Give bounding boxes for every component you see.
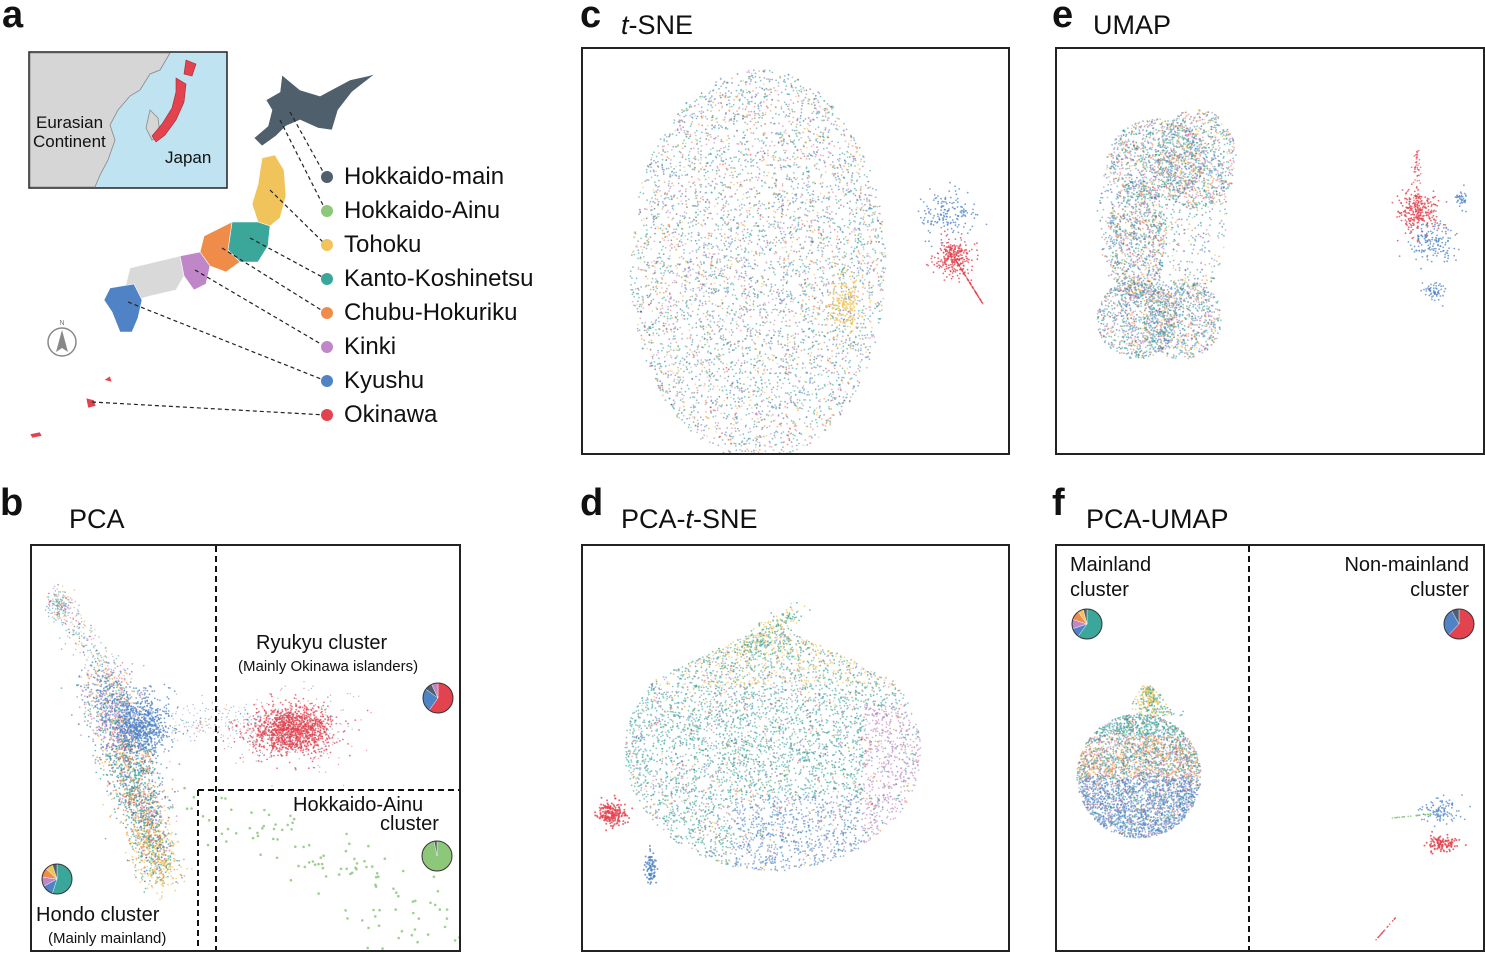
legend-dot-kyushu (321, 375, 333, 387)
legend-label-hokkaido_ainu: Hokkaido-Ainu (344, 197, 500, 225)
legend-label-okinawa: Okinawa (344, 401, 437, 429)
ryukyu-cluster-sublabel: (Mainly Okinawa islanders) (238, 656, 418, 678)
region-toh (251, 154, 287, 227)
pca-umap-panel: Mainland cluster Non-mainland cluster (1055, 544, 1485, 952)
panel-b-title: PCA (69, 504, 125, 534)
japan-map: N (28, 51, 376, 439)
nonmainland-cluster-line1: Non-mainland (1344, 554, 1469, 576)
inset-japan-label: Japan (165, 148, 211, 167)
ryukyu-cluster-label: Ryukyu cluster (256, 632, 387, 654)
inset-continent-line2: Continent (33, 132, 106, 151)
panel-c-title: t-SNE (621, 10, 693, 40)
japan-regions (29, 73, 376, 439)
inset-map (28, 51, 228, 189)
region-oki1 (85, 397, 97, 409)
region-kyu (103, 283, 143, 333)
mainland-cluster-line2: cluster (1070, 579, 1129, 601)
legend-label-hokkaido_main: Hokkaido-main (344, 163, 504, 191)
panel-b-label: b (0, 484, 23, 522)
pca-tsne-panel (581, 544, 1010, 952)
umap-points (1096, 108, 1467, 360)
ainu-pie (421, 840, 453, 872)
ainu-cluster-label-line2: cluster (380, 813, 439, 835)
tsne-points (629, 69, 988, 453)
mainland-pie (1071, 608, 1103, 640)
legend-label-chubu: Chubu-Hokuriku (344, 299, 517, 327)
region-oki3 (29, 431, 43, 439)
compass-label: N (59, 320, 64, 327)
legend-dot-kanto (321, 273, 333, 285)
legend-dot-kinki (321, 341, 333, 353)
legend-dot-tohoku (321, 239, 333, 251)
panel-d-label: d (580, 484, 603, 522)
legend-dot-okinawa (321, 409, 333, 421)
legend-label-kanto: Kanto-Koshinetsu (344, 265, 533, 293)
panel-f-label: f (1052, 484, 1065, 522)
ryukyu-pie (422, 682, 454, 714)
mainland-cluster-line1: Mainland (1070, 554, 1151, 576)
legend-label-tohoku: Tohoku (344, 231, 421, 259)
panel-d-title: PCA-t-SNE (621, 504, 758, 534)
inset-continent-line1: Eurasian (36, 113, 103, 132)
panel-c-label: c (580, 0, 601, 34)
compass-icon (47, 327, 77, 357)
hondo-cluster-sublabel: (Mainly mainland) (48, 928, 166, 950)
pca-umap-points (1076, 685, 1471, 941)
nonmainland-cluster-line2: cluster (1410, 579, 1469, 601)
region-hok (253, 73, 376, 147)
nonmainland-pie (1443, 608, 1475, 640)
ainu-cluster-label-line1: Hokkaido-Ainu (293, 794, 423, 816)
panel-a-label: a (2, 0, 23, 34)
legend-dot-hokkaido_ainu (321, 205, 333, 217)
legend-label-kyushu: Kyushu (344, 367, 424, 395)
legend-label-kinki: Kinki (344, 333, 396, 361)
region-oki2 (103, 375, 113, 383)
pca-tsne-points (594, 601, 922, 885)
panel-e-label: e (1052, 0, 1073, 34)
legend-dot-hokkaido_main (321, 171, 333, 183)
leader-lines (91, 111, 327, 416)
pca-panel: Ryukyu cluster (Mainly Okinawa islanders… (30, 544, 461, 952)
pca-points (44, 583, 459, 950)
panel-f-title: PCA-UMAP (1086, 504, 1229, 534)
tsne-panel (581, 47, 1010, 455)
panel-e-title: UMAP (1093, 10, 1171, 40)
umap-panel (1055, 47, 1485, 455)
hondo-pie (41, 863, 73, 895)
legend-dot-chubu (321, 307, 333, 319)
hondo-cluster-label: Hondo cluster (36, 904, 159, 926)
